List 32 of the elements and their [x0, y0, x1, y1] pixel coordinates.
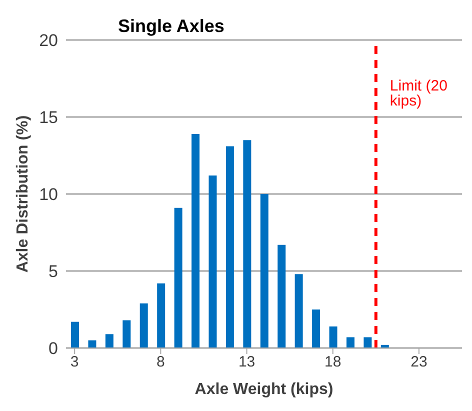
- bar: [88, 340, 96, 348]
- bar: [329, 326, 338, 348]
- y-tick-label: 20: [39, 31, 58, 50]
- bar: [278, 244, 286, 348]
- x-tick-label: 8: [156, 354, 165, 371]
- bar: [346, 337, 354, 348]
- bar: [105, 334, 114, 348]
- y-tick-label: 5: [48, 262, 58, 282]
- y-tick-label: 10: [39, 185, 58, 204]
- bar: [226, 146, 234, 348]
- bar: [294, 274, 303, 348]
- bar: [174, 208, 182, 348]
- bar: [312, 310, 320, 348]
- y-tick-label: 0: [48, 339, 58, 358]
- bar: [243, 140, 252, 348]
- bar: [71, 322, 79, 348]
- y-tick-label: 15: [39, 108, 58, 128]
- x-tick-label: 3: [70, 354, 79, 371]
- x-tick-label: 13: [238, 354, 256, 371]
- bar: [192, 134, 200, 348]
- bar: [140, 303, 148, 348]
- bar: [208, 176, 217, 348]
- chart-title: Single Axles: [118, 16, 224, 37]
- bar: [364, 337, 372, 348]
- x-tick-label: 23: [410, 354, 428, 371]
- bar: [122, 320, 131, 348]
- bar: [157, 283, 166, 348]
- ref-line-label: Limit (20 kips): [390, 78, 448, 110]
- y-axis-title: Axle Distribution (%): [14, 115, 32, 273]
- x-tick-label: 18: [324, 354, 342, 371]
- x-axis-title: Axle Weight (kips): [194, 381, 334, 398]
- bar: [260, 194, 268, 348]
